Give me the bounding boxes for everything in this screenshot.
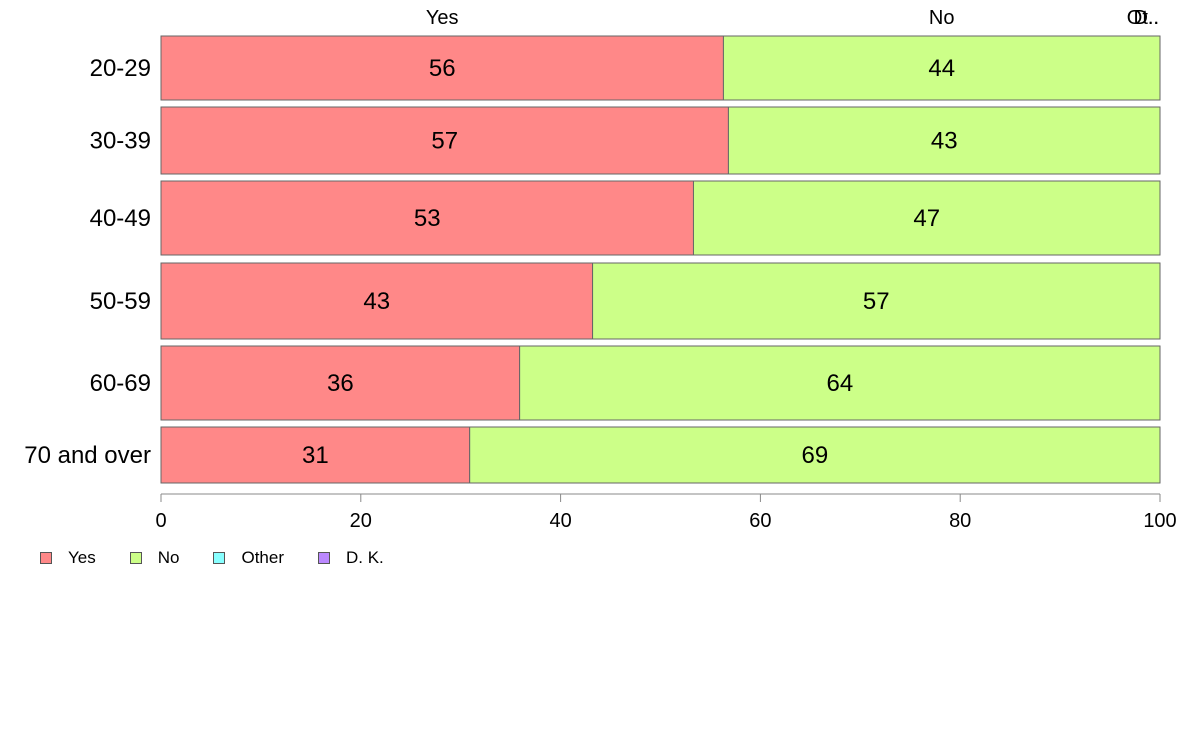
bar-50-59-yes xyxy=(160,262,594,340)
legend-item-other: Other xyxy=(213,548,284,568)
x-tick-label-80: 80 xyxy=(949,510,971,532)
data-label-30-39-no: 43 xyxy=(931,128,958,155)
data-label-70-and-over-no: 69 xyxy=(801,442,828,469)
x-tick-label-60: 60 xyxy=(749,510,771,532)
y-label-50-59: 50-59 xyxy=(90,288,151,315)
legend: Yes No Other D. K. xyxy=(40,548,418,568)
top-category-labels: Yes No Ot..D.. xyxy=(426,7,1159,29)
data-label-60-69-yes: 36 xyxy=(327,370,354,397)
bar-40-49-yes xyxy=(160,180,694,256)
y-label-40-49: 40-49 xyxy=(90,205,151,232)
data-label-60-69-no: 64 xyxy=(826,370,853,397)
x-tick-label-0: 0 xyxy=(155,510,166,532)
legend-item-dk: D. K. xyxy=(318,548,384,568)
legend-swatch-yes xyxy=(40,552,52,564)
x-tick-label-20: 20 xyxy=(350,510,372,532)
legend-label-no: No xyxy=(157,548,180,567)
data-label-70-and-over-yes: 31 xyxy=(302,442,329,469)
bar-30-39-no xyxy=(727,106,1161,175)
legend-label-yes: Yes xyxy=(68,548,96,567)
top-label-yes: Yes xyxy=(426,7,459,29)
y-label-70-and-over: 70 and over xyxy=(24,442,151,469)
data-label-50-59-no: 57 xyxy=(863,288,890,315)
data-label-40-49-no: 47 xyxy=(913,205,940,232)
top-label-ot: Ot.. xyxy=(1127,7,1159,29)
data-label-20-29-yes: 56 xyxy=(429,55,456,82)
y-label-30-39: 30-39 xyxy=(90,128,151,155)
bar-50-59-no xyxy=(592,262,1161,340)
x-tick-label-40: 40 xyxy=(549,510,571,532)
top-label-no: No xyxy=(929,7,955,29)
legend-item-yes: Yes xyxy=(40,548,96,568)
bar-60-69-yes xyxy=(160,345,521,421)
y-label-20-29: 20-29 xyxy=(90,55,151,82)
legend-label-dk: D. K. xyxy=(346,548,384,567)
legend-swatch-no xyxy=(129,552,142,564)
y-axis-labels: 20-29 30-39 40-49 50-59 60-69 70 and over xyxy=(24,55,151,469)
bar-area: 56 44 57 43 53 47 43 57 36 64 31 69 xyxy=(160,35,1161,484)
legend-swatch-dk xyxy=(318,552,330,564)
data-label-40-49-yes: 53 xyxy=(414,205,441,232)
legend-item-no: No xyxy=(129,548,180,568)
data-label-50-59-yes: 43 xyxy=(363,288,390,315)
x-axis: 0 20 40 60 80 100 xyxy=(155,493,1177,532)
y-label-60-69: 60-69 xyxy=(90,370,151,397)
legend-swatch-other xyxy=(213,552,226,564)
bar-70-and-over-yes xyxy=(160,426,471,484)
x-tick-label-100: 100 xyxy=(1143,510,1176,532)
data-label-20-29-no: 44 xyxy=(928,55,955,82)
data-label-30-39-yes: 57 xyxy=(431,128,458,155)
legend-label-other: Other xyxy=(241,548,284,567)
bar-70-and-over-no xyxy=(469,426,1161,484)
bar-60-69-no xyxy=(519,345,1161,421)
top-label-d: D.. xyxy=(1133,7,1159,29)
bar-20-29-no xyxy=(722,35,1161,101)
bar-40-49-no xyxy=(692,180,1161,256)
